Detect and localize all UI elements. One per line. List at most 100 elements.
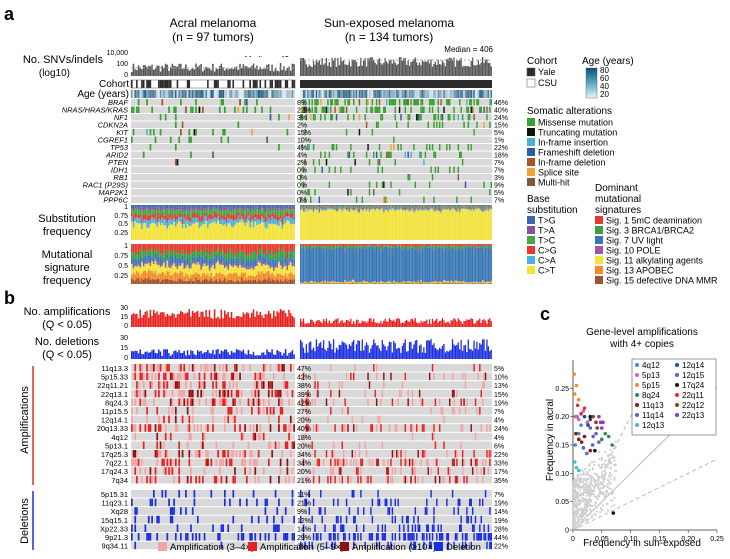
substitution-segment	[366, 205, 367, 206]
substitution-segment	[336, 207, 337, 208]
age-cell	[275, 90, 277, 98]
substitution-segment	[390, 210, 391, 240]
mutation-cell	[332, 144, 333, 151]
signature-segment	[229, 264, 231, 273]
substitution-segment	[416, 206, 417, 207]
substitution-segment	[472, 205, 473, 206]
signature-segment	[190, 266, 192, 268]
age-cell	[380, 90, 381, 98]
signature-segment	[151, 256, 153, 260]
substitution-segment	[310, 206, 311, 207]
amp-cell	[165, 424, 167, 432]
amp-cell	[433, 424, 434, 432]
age-cell	[163, 90, 165, 98]
mutation-cell	[395, 99, 396, 106]
substitution-segment	[375, 211, 376, 240]
substitution-segment	[268, 208, 270, 213]
signature-segment	[344, 248, 345, 251]
amp-freq-sun: 24%	[494, 426, 508, 433]
substitution-segment	[292, 213, 294, 217]
substitution-segment	[317, 208, 318, 210]
substitution-segment	[163, 216, 165, 220]
signature-segment	[459, 244, 460, 245]
substitution-segment	[227, 209, 229, 214]
substitution-segment	[333, 207, 334, 208]
signature-segment	[246, 278, 248, 281]
substitution-segment	[205, 210, 207, 213]
signature-segment	[141, 262, 143, 273]
amp-cell	[292, 390, 294, 398]
amp-cell	[143, 373, 145, 381]
substitution-segment	[212, 219, 214, 223]
signature-segment	[172, 252, 174, 257]
amp-count-bar	[151, 316, 153, 327]
mutation-cell	[407, 122, 408, 129]
cohort-cell	[270, 80, 272, 88]
signature-segment	[489, 244, 490, 246]
signature-segment	[146, 255, 148, 261]
amp-count-bar	[332, 323, 333, 327]
del-count-bar	[293, 354, 295, 359]
substitution-segment	[134, 213, 136, 218]
amp-count-bar	[334, 319, 335, 327]
signature-segment	[489, 283, 490, 284]
substitution-segment	[239, 219, 241, 222]
signature-segment	[354, 248, 355, 283]
signature-segment	[429, 283, 430, 284]
signature-segment	[158, 265, 160, 273]
del-count-bar	[429, 341, 430, 359]
age-cell	[436, 90, 437, 98]
amp-count-bar	[488, 320, 489, 327]
substitution-segment	[244, 207, 246, 210]
signature-segment	[483, 283, 484, 284]
substitution-segment	[145, 214, 147, 219]
substitution-segment	[202, 224, 204, 240]
substitution-segment	[234, 205, 236, 208]
substitution-segment	[339, 207, 340, 208]
signature-segment	[347, 246, 348, 248]
cohort-cell	[207, 80, 209, 88]
signature-segment	[283, 244, 285, 250]
amp-cell	[316, 390, 317, 398]
signature-segment	[227, 254, 229, 261]
amp-freq-acral: 42%	[297, 375, 311, 382]
cohort-cell	[158, 80, 160, 88]
substitution-segment	[283, 225, 285, 240]
substitution-segment	[214, 205, 216, 207]
mutation-cell	[449, 114, 450, 121]
amp-count-bar	[167, 314, 169, 327]
signature-segment	[333, 251, 334, 281]
substitution-segment	[153, 205, 155, 208]
substitution-segment	[462, 207, 463, 208]
signature-segment	[288, 252, 290, 259]
age-cell	[190, 90, 192, 98]
substitution-segment	[307, 209, 308, 211]
substitution-segment	[239, 210, 241, 215]
substitution-segment	[288, 210, 290, 213]
substitution-segment	[450, 206, 451, 207]
amp-count-bar	[249, 318, 251, 327]
substitution-segment	[150, 220, 152, 224]
snv-bar	[446, 59, 447, 76]
signature-segment	[483, 247, 484, 248]
signature-segment	[197, 274, 199, 280]
substitution-segment	[238, 209, 240, 212]
mutation-cell	[359, 129, 360, 136]
substitution-segment	[311, 209, 312, 210]
amp-count-bar	[416, 322, 417, 327]
amp-cell	[234, 424, 236, 432]
mutation-cell	[473, 129, 474, 136]
substitution-segment	[276, 210, 278, 216]
age-cell	[430, 90, 431, 98]
age-cell	[246, 90, 248, 98]
signature-segment	[210, 258, 212, 264]
signature-segment	[266, 265, 268, 272]
signature-segment	[254, 266, 256, 267]
snv-bar	[209, 68, 211, 76]
signature-segment	[258, 259, 260, 262]
signature-segment	[209, 281, 211, 284]
age-cell	[285, 90, 287, 98]
substitution-segment	[200, 207, 202, 210]
substitution-segment	[413, 206, 414, 207]
substitution-segment	[373, 207, 374, 208]
